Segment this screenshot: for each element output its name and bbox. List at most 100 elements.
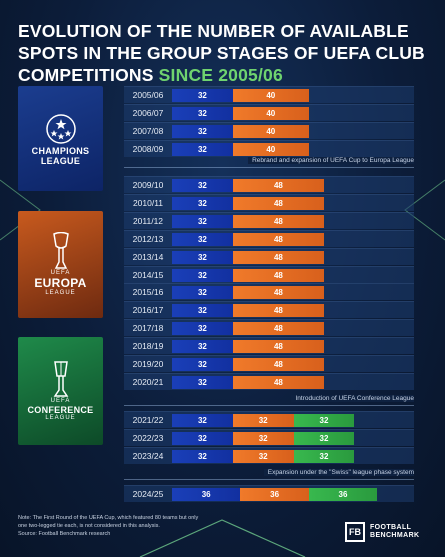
el-bar: 32 xyxy=(232,431,294,445)
table-row: 2009/10 32 48 xyxy=(124,176,414,193)
season-label: 2022/23 xyxy=(132,432,164,443)
note-swiss-text: Expansion under the "Swiss" league phase… xyxy=(263,469,414,476)
el-bar: 48 xyxy=(232,214,324,228)
note-conference: Introduction of UEFA Conference League xyxy=(124,393,414,406)
table-row: 2021/22 32 32 32 xyxy=(124,411,414,428)
season-label: 2023/24 xyxy=(132,450,164,461)
note-conference-text: Introduction of UEFA Conference League xyxy=(291,395,414,402)
table-row: 2005/06 32 40 xyxy=(124,86,414,103)
season-label: 2016/17 xyxy=(132,305,164,316)
title-accent: since 2005/06 xyxy=(158,65,283,85)
cl-bar: 32 xyxy=(172,304,233,318)
el-bar: 48 xyxy=(232,358,324,371)
table-row: 2015/16 32 48 xyxy=(124,283,414,301)
cl-bar: 32 xyxy=(172,375,233,389)
season-label: 2017/18 xyxy=(132,323,164,334)
season-label: 2008/09 xyxy=(132,143,164,154)
table-row: 2017/18 32 48 xyxy=(124,319,414,337)
el-bar: 48 xyxy=(232,322,324,336)
cl-bar: 32 xyxy=(172,250,233,264)
note-rebrand: Rebrand and expansion of UEFA Cup to Eur… xyxy=(124,155,414,168)
table-row: 2014/15 32 48 xyxy=(124,265,414,283)
table-row: 2013/14 32 48 xyxy=(124,247,414,265)
cl-bar: 32 xyxy=(172,286,233,300)
el-bar: 48 xyxy=(232,268,324,282)
page-title: Evolution of the number of available spo… xyxy=(18,20,428,86)
el-uefa: UEFA xyxy=(50,270,71,276)
table-row: 2022/23 32 32 32 xyxy=(124,428,414,446)
season-label: 2005/06 xyxy=(132,90,164,100)
cl-bar: 32 xyxy=(172,106,233,120)
conference-league-card: UEFA CONFERENCE LEAGUE xyxy=(18,337,103,445)
season-label: 2009/10 xyxy=(132,180,164,190)
title-main: Evolution of the number of available spo… xyxy=(18,21,425,85)
note-rebrand-text: Rebrand and expansion of UEFA Cup to Eur… xyxy=(248,157,414,164)
season-label: 2019/20 xyxy=(132,359,164,369)
season-label: 2015/16 xyxy=(132,287,164,298)
table-row: 2010/11 32 48 xyxy=(124,193,414,211)
table-row: 2007/08 32 40 xyxy=(124,121,414,139)
europa-league-card: UEFA EUROPA LEAGUE xyxy=(18,211,103,318)
el-label-2: LEAGUE xyxy=(45,290,76,296)
season-label: 2018/19 xyxy=(132,341,164,352)
el-bar: 40 xyxy=(232,124,309,138)
table-row: 2008/09 32 40 xyxy=(124,139,414,157)
season-label: 2010/11 xyxy=(132,197,164,208)
season-label: 2012/13 xyxy=(132,233,164,244)
ecl-label-1: CONFERENCE xyxy=(27,405,94,415)
cl-bar: 32 xyxy=(172,414,233,427)
el-bar: 40 xyxy=(232,142,309,156)
fb-icon: FB xyxy=(345,522,365,542)
cl-bar: 32 xyxy=(172,322,233,336)
season-label: 2020/21 xyxy=(132,376,164,387)
cl-bar: 32 xyxy=(172,268,233,282)
conference-trophy-icon xyxy=(53,361,68,397)
el-bar: 48 xyxy=(232,286,324,300)
el-bar: 48 xyxy=(232,250,324,264)
el-bar: 48 xyxy=(232,232,324,246)
ecl-bar: 32 xyxy=(293,449,355,463)
season-label: 2024/25 xyxy=(132,489,164,499)
el-bar: 48 xyxy=(232,304,324,318)
footnote-line-2: one two-legged tie each, is not consider… xyxy=(18,523,160,529)
brand-logo: FB FOOTBALL BENCHMARK xyxy=(345,520,435,544)
cl-bar: 32 xyxy=(172,449,233,463)
table-row: 2006/07 32 40 xyxy=(124,103,414,121)
el-bar: 32 xyxy=(232,449,294,463)
season-label: 2021/22 xyxy=(132,415,164,425)
table-row: 2016/17 32 48 xyxy=(124,301,414,319)
brand-line-2: BENCHMARK xyxy=(370,532,420,539)
ecl-bar: 32 xyxy=(293,431,355,445)
el-bar: 48 xyxy=(232,340,324,354)
el-bar: 40 xyxy=(232,89,309,102)
el-label-1: EUROPA xyxy=(34,276,87,290)
brand-line-1: FOOTBALL xyxy=(370,524,412,531)
table-row: 2019/20 32 48 xyxy=(124,355,414,372)
el-bar: 32 xyxy=(232,414,294,427)
cl-bar: 32 xyxy=(172,358,233,371)
cl-bar: 32 xyxy=(172,124,233,138)
note-swiss: Expansion under the "Swiss" league phase… xyxy=(124,467,414,480)
el-bar: 36 xyxy=(240,488,309,501)
cl-bar: 32 xyxy=(172,142,233,156)
ecl-uefa: UEFA xyxy=(50,398,71,404)
table-row: 2011/12 32 48 xyxy=(124,211,414,229)
cl-bar: 36 xyxy=(172,488,241,501)
footnote-line-1: Note: The First Round of the UEFA Cup, w… xyxy=(18,515,199,521)
cl-bar: 32 xyxy=(172,214,233,228)
ecl-label-2: LEAGUE xyxy=(45,415,76,421)
cl-bar: 32 xyxy=(172,232,233,246)
cl-bar: 32 xyxy=(172,89,233,102)
el-bar: 48 xyxy=(232,179,324,192)
cl-bar: 32 xyxy=(172,196,233,210)
table-row: 2024/25 36 36 36 xyxy=(124,485,414,502)
cl-label-2: LEAGUE xyxy=(40,155,81,166)
starball-icon xyxy=(45,113,76,144)
season-label: 2006/07 xyxy=(132,107,164,118)
footnote-source: Source: Football Benchmark research xyxy=(18,531,111,537)
footnote: Note: The First Round of the UEFA Cup, w… xyxy=(18,514,338,538)
el-bar: 40 xyxy=(232,106,309,120)
season-label: 2014/15 xyxy=(132,269,164,280)
el-bar: 48 xyxy=(232,375,324,389)
season-label: 2011/12 xyxy=(132,215,164,226)
